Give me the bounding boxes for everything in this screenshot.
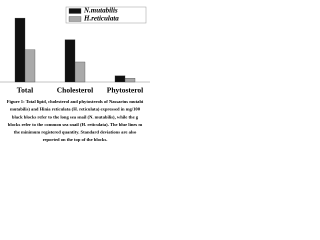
caption-line: reported on the top of the blocks. <box>43 137 108 142</box>
legend-swatch <box>68 16 82 22</box>
caption-line: blocks refer to the common sea snail (H.… <box>8 122 143 127</box>
legend-label: N.mutabilis <box>83 7 118 15</box>
chart: Total Cholesterol Phytosterol N.mutabilisH.… <box>0 6 150 142</box>
x-tick-label: Cholesterol <box>57 86 94 95</box>
caption-line: mutabilis) and Hinia reticulata (H. reti… <box>10 107 141 112</box>
caption-line: black blocks refer to the long sea snail… <box>12 114 139 119</box>
legend-swatch <box>68 8 82 14</box>
legend-box <box>65 6 147 24</box>
bar <box>74 61 86 83</box>
bar <box>24 49 36 83</box>
caption-line: Figure 1: Total lipid, cholesterol and p… <box>7 99 144 104</box>
bar <box>64 39 76 83</box>
caption-line: the minimum registered quantity. Standar… <box>14 129 137 134</box>
bar <box>14 17 26 83</box>
x-tick-label: Total <box>17 86 33 95</box>
bar <box>124 78 136 83</box>
bar <box>114 75 126 83</box>
legend-label: H.reticulata <box>83 15 119 23</box>
x-tick-label: Phytosterol <box>107 86 144 95</box>
page: {"chart_data": {"type": "bar", "categori… <box>0 0 150 150</box>
